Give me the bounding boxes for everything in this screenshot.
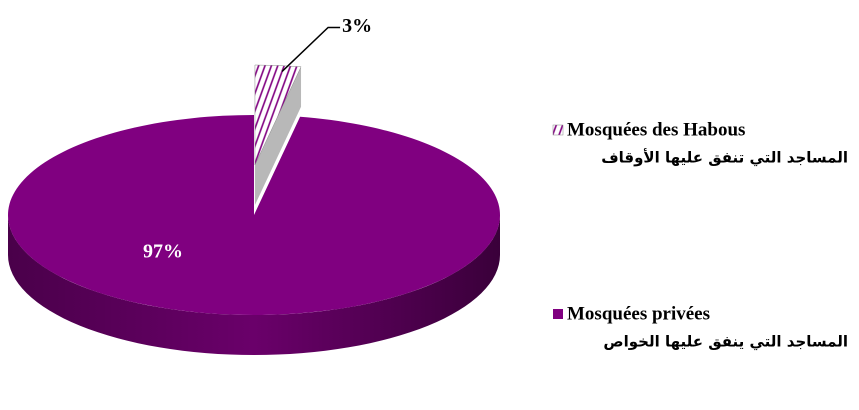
pie-slice [7, 115, 500, 316]
legend-label-ar: المساجد التي ينفق عليها الخواص [603, 333, 848, 351]
pie-side [8, 215, 500, 355]
leader-line [281, 26, 341, 72]
pie-slice [254, 64, 302, 166]
legend: Mosquées des Habous المساجد التي تنفق علي… [552, 119, 848, 351]
data-label: 97% [143, 241, 183, 263]
data-label: 3% [342, 15, 372, 37]
pie-cut-side [254, 66, 302, 206]
legend-label: Mosquées privées [567, 303, 710, 324]
legend-label: Mosquées des Habous [567, 119, 745, 140]
legend-label-ar: المساجد التي تنفق عليها الأوقاف [601, 149, 848, 167]
pie: 3% 97% [7, 15, 500, 355]
legend-swatch [553, 309, 563, 319]
legend-swatch [552, 124, 564, 136]
